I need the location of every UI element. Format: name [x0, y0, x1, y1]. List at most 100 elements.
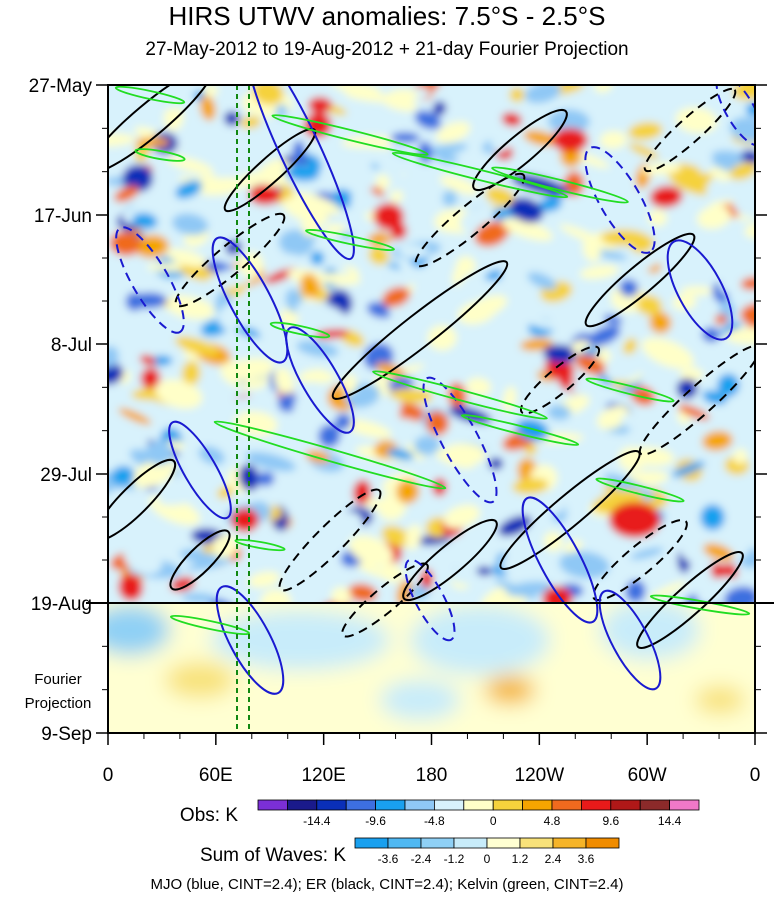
obs-blob: [593, 249, 628, 261]
y-tick-label: 29-Jul: [40, 465, 92, 486]
obs-blob: [623, 337, 637, 356]
obs-blob: [211, 127, 258, 147]
obs-blob: [422, 143, 468, 157]
obs-blob: [139, 354, 157, 366]
obs-blob: [238, 464, 260, 491]
obs-blob: [509, 87, 525, 103]
obs-blob: [476, 566, 493, 576]
obs-blob: [341, 135, 393, 149]
mjo-contour: [211, 236, 289, 364]
proj-blob-warm: [485, 676, 535, 704]
obs-blob: [676, 378, 698, 399]
obs-blob: [502, 386, 517, 413]
obs-blob: [439, 175, 479, 195]
obs-blob: [310, 251, 325, 265]
obs-blob: [181, 592, 217, 603]
colorbar-swatch: [486, 837, 521, 849]
obs-blob: [506, 581, 553, 597]
obs-blob: [380, 563, 404, 583]
obs-blob: [427, 324, 457, 351]
obs-blob: [648, 209, 668, 227]
er-contour: [499, 450, 641, 570]
obs-blob: [431, 384, 445, 408]
obs-blob: [174, 336, 220, 356]
y-tick-label: 9-Sep: [41, 724, 92, 745]
obs-blob: [342, 418, 392, 439]
obs-blob: [273, 367, 294, 395]
obs-blob: [636, 253, 658, 269]
er-contour: [341, 562, 429, 638]
kelvin-contour: [372, 370, 548, 420]
obs-blob: [425, 410, 449, 436]
obs-blob: [700, 504, 725, 531]
obs-blob: [740, 276, 755, 291]
obs-blob: [108, 133, 136, 147]
colorbar-swatch: [639, 799, 671, 811]
obs-blob: [285, 164, 320, 182]
y-tick-label: 17-Jun: [34, 206, 92, 227]
obs-blob: [495, 345, 511, 354]
kelvin-contour: [649, 594, 751, 616]
obs-blob: [347, 583, 378, 603]
obs-blob: [575, 354, 606, 375]
obs-blob: [282, 197, 329, 224]
colorbar-swatch: [420, 837, 455, 849]
obs-blob: [603, 314, 623, 325]
colorbar-tick-label: -4.8: [424, 814, 445, 828]
obs-blob: [488, 457, 504, 470]
colorbar-swatch: [387, 837, 422, 849]
obs-blob: [342, 373, 357, 394]
obs-blob: [444, 319, 493, 337]
kelvin-contour: [114, 85, 186, 105]
mjo-contour: [666, 239, 734, 341]
mjo-contour: [598, 589, 662, 691]
obs-blob: [680, 536, 721, 565]
obs-blob: [625, 580, 646, 603]
er-contour: [584, 232, 696, 328]
obs-blob: [359, 108, 398, 128]
y-tick-label: 27-May: [29, 76, 93, 97]
obs-blob: [111, 466, 135, 486]
colorbar-swatch: [610, 799, 641, 811]
obs-blob: [542, 586, 573, 603]
obs-strong-warm: [231, 508, 259, 532]
obs-blob: [203, 85, 219, 98]
obs-strong-warm: [609, 502, 661, 538]
obs-blob: [702, 430, 733, 451]
er-contour: [414, 172, 526, 268]
colorbar-swatch: [316, 799, 347, 811]
obs-blob: [416, 534, 450, 546]
obs-blob: [680, 286, 713, 296]
obs-blob: [409, 584, 430, 600]
obs-blob: [696, 205, 732, 229]
obs-blob: [201, 545, 215, 554]
colorbar-swatch: [354, 837, 389, 849]
obs-blob: [313, 351, 358, 377]
obs-blob: [628, 122, 663, 140]
obs-blob: [123, 544, 163, 575]
obs-blob: [303, 112, 332, 138]
obs-blob: [108, 262, 160, 279]
projection-label: Fourier: [34, 671, 82, 688]
obs-blob: [375, 174, 390, 190]
obs-blob: [573, 152, 610, 169]
obs-blob: [334, 413, 352, 430]
obs-blob: [370, 264, 408, 280]
obs-blob: [181, 360, 201, 386]
obs-blob: [278, 229, 314, 257]
obs-blob: [501, 217, 553, 241]
chart-title: HIRS UTWV anomalies: 7.5°S - 2.5°S: [168, 1, 606, 31]
obs-blob: [659, 232, 700, 258]
obs-blob: [155, 379, 203, 409]
obs-blob: [331, 586, 352, 603]
obs-blob: [443, 504, 481, 529]
obs-blob: [641, 337, 694, 369]
obs-blob: [706, 178, 723, 201]
obs-blob: [382, 286, 411, 308]
obs-strong-warm: [249, 185, 281, 205]
obs-blob: [649, 185, 683, 208]
mjo-contour: [584, 146, 656, 254]
kelvin-contour: [491, 166, 629, 204]
colorbar-swatch: [345, 799, 377, 811]
x-tick-label: 120E: [301, 765, 345, 786]
